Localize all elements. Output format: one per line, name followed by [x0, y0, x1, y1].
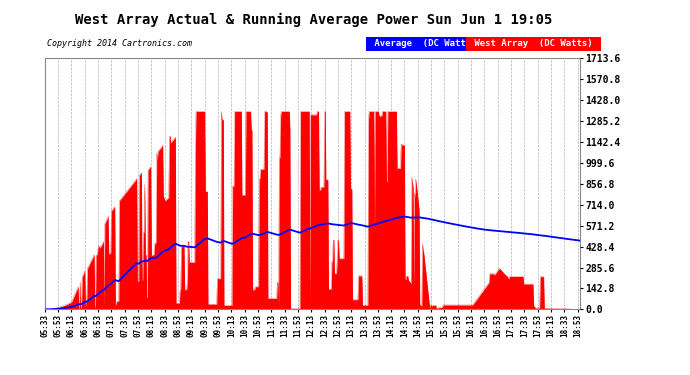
Text: Average  (DC Watts): Average (DC Watts)	[369, 39, 482, 48]
Text: Copyright 2014 Cartronics.com: Copyright 2014 Cartronics.com	[47, 39, 192, 48]
Text: West Array Actual & Running Average Power Sun Jun 1 19:05: West Array Actual & Running Average Powe…	[75, 13, 553, 27]
Text: West Array  (DC Watts): West Array (DC Watts)	[469, 39, 598, 48]
